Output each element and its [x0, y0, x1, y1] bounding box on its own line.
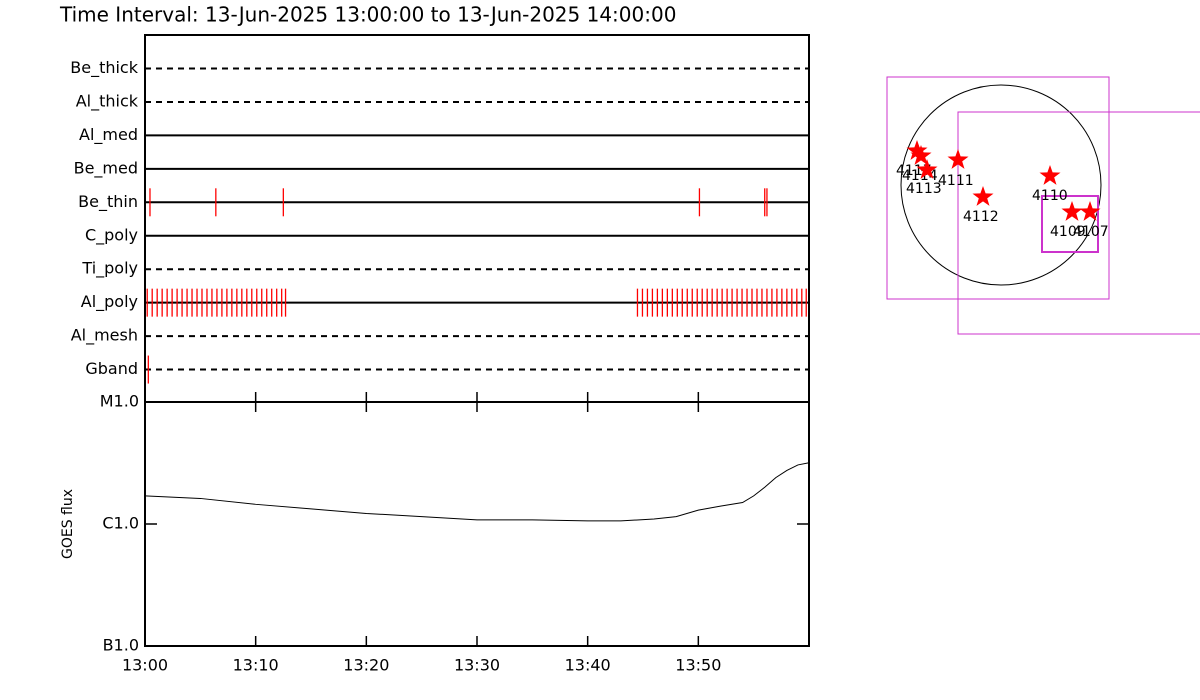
- region-marker: [947, 149, 969, 169]
- y-tick-label: C1.0: [102, 514, 139, 533]
- region-marker: [910, 145, 932, 165]
- x-tick-label: 13:20: [343, 656, 389, 675]
- x-tick-label: 13:30: [454, 656, 500, 675]
- x-tick-label: 13:00: [122, 656, 168, 675]
- filter-label: Al_poly: [81, 292, 138, 312]
- region-marker: [906, 140, 928, 160]
- filter-label: Al_mesh: [71, 326, 138, 346]
- region-label: 4112: [963, 209, 999, 225]
- region-label: 4111: [938, 173, 974, 189]
- fov-boxes: [886, 76, 1200, 335]
- x-tick-label: 13:10: [233, 656, 279, 675]
- region-label: 4107: [1073, 224, 1109, 240]
- filter-label: Al_med: [79, 125, 138, 145]
- y-tick-label: B1.0: [103, 636, 139, 655]
- x-tick-label: 13:40: [565, 656, 611, 675]
- region-label: 4109: [1050, 224, 1086, 240]
- y-axis-label: GOES flux: [60, 489, 76, 559]
- y-tick-label: M1.0: [100, 392, 139, 411]
- region-marker: [1079, 201, 1101, 221]
- filter-label: Ti_poly: [81, 259, 138, 279]
- plot-title: Time Interval: 13-Jun-2025 13:00:00 to 1…: [59, 3, 676, 27]
- region-marker: [1061, 201, 1083, 221]
- filter-label: C_poly: [85, 225, 138, 245]
- fov-box: [886, 76, 1110, 300]
- filter-label: Gband: [85, 359, 138, 378]
- region-label: 4110: [1032, 188, 1068, 204]
- region-label: 4113: [906, 181, 942, 197]
- region-marker: [972, 186, 994, 206]
- solar-disk: [900, 84, 1102, 286]
- region-marker: [1039, 165, 1061, 185]
- x-tick-label: 13:50: [675, 656, 721, 675]
- goes-curve: [144, 462, 810, 522]
- filter-label: Be_thin: [78, 192, 138, 212]
- filter-panel-frame: [144, 34, 810, 403]
- fov-box: [1041, 195, 1099, 253]
- fov-box: [957, 111, 1200, 335]
- goes-panel-frame: [144, 401, 810, 647]
- filter-label: Al_thick: [76, 91, 139, 111]
- region-marker: [916, 159, 938, 179]
- filter-label: Be_med: [74, 158, 138, 178]
- filter-label: Be_thick: [70, 58, 138, 78]
